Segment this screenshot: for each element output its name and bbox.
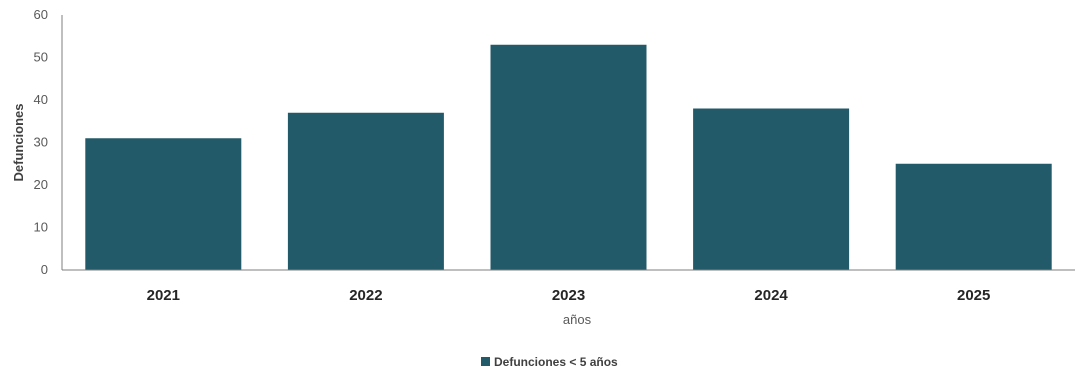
y-tick-label: 20 [34,177,48,192]
y-tick-label: 60 [34,7,48,22]
legend-label: Defunciones < 5 años [494,355,618,369]
x-tick-label: 2024 [754,287,788,304]
y-tick-label: 30 [34,135,48,150]
x-tick-label: 2021 [147,287,180,304]
bars-group [85,44,1052,270]
legend: Defunciones < 5 años [481,355,618,369]
x-axis-title: años [563,312,592,327]
y-axis-title: Defunciones [11,103,26,181]
y-tick-label: 50 [34,50,48,65]
bar-2024 [693,108,850,270]
bar-2021 [85,138,242,270]
y-tick-labels: 0 10 20 30 40 50 60 [34,7,48,277]
legend-swatch [481,357,490,366]
bar-2022 [287,112,444,270]
x-tick-label: 2023 [552,287,585,304]
y-tick-label: 0 [41,262,48,277]
x-tick-labels: 2021 2022 2023 2024 2025 [147,287,991,304]
y-tick-label: 10 [34,220,48,235]
x-tick-label: 2025 [957,287,990,304]
y-tick-label: 40 [34,92,48,107]
x-tick-label: 2022 [349,287,382,304]
bar-2025 [895,163,1052,270]
bar-2023 [490,44,647,270]
